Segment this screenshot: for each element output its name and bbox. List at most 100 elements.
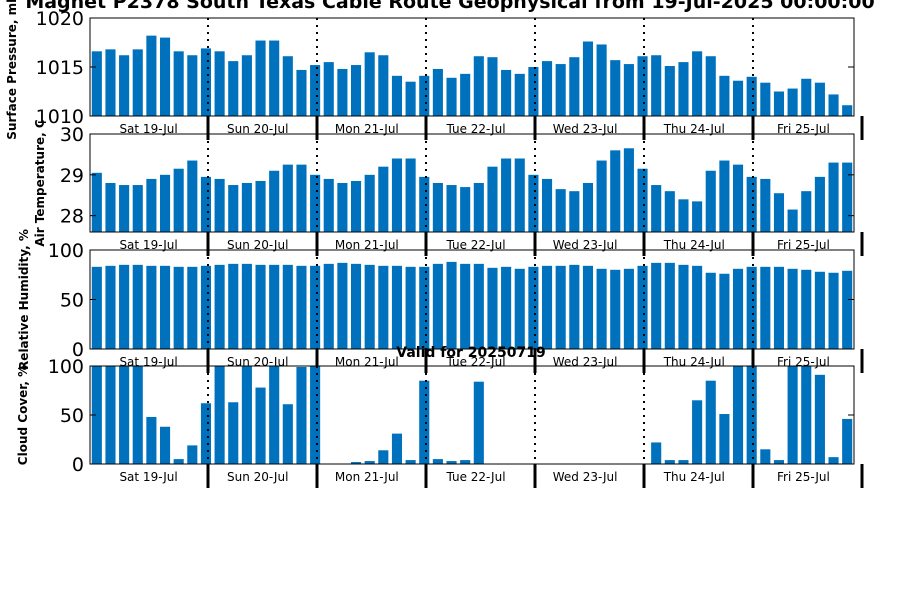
bar (364, 264, 375, 349)
bar (541, 178, 553, 232)
bar (801, 78, 812, 116)
bar (460, 187, 471, 232)
bar (705, 56, 716, 116)
bar (269, 170, 280, 232)
bar (282, 404, 293, 464)
bar (787, 366, 798, 464)
bar (241, 263, 252, 349)
y-tick-label: 1020 (36, 8, 84, 30)
y-tick-label: 1015 (36, 57, 84, 79)
bar (337, 68, 348, 116)
bar (528, 67, 539, 116)
bar (310, 366, 321, 464)
bar (364, 461, 375, 464)
bar (814, 176, 825, 232)
bar (773, 91, 785, 116)
y-tick-label: 1010 (36, 106, 84, 128)
bar (310, 65, 321, 116)
bar (214, 366, 225, 464)
bar (582, 41, 594, 116)
bar (323, 62, 334, 116)
bar (214, 264, 225, 349)
bar (391, 433, 403, 464)
bar (637, 265, 648, 349)
bar (746, 176, 757, 232)
bar (473, 183, 484, 232)
bar (432, 263, 443, 349)
bar (623, 64, 634, 116)
bar (146, 178, 157, 232)
bar (228, 61, 239, 116)
x-tick-label: Tue 22-Jul (445, 470, 505, 484)
x-tick-label: Wed 23-Jul (553, 470, 618, 484)
bar (282, 264, 293, 349)
bar (446, 77, 457, 116)
bar (200, 265, 212, 349)
bar (159, 37, 171, 116)
y-tick-label: 0 (72, 339, 84, 361)
bar (828, 272, 839, 349)
bar (732, 268, 744, 349)
bar (159, 174, 171, 232)
x-tick-label: Mon 21-Jul (335, 122, 399, 136)
chart-subtitle: Valid for 20250719 (396, 345, 546, 361)
bar (732, 80, 744, 116)
bar (405, 81, 416, 116)
bar (350, 65, 362, 116)
bar (828, 162, 839, 232)
bar (651, 55, 662, 116)
bar (187, 160, 198, 232)
bar (828, 94, 839, 116)
bar (159, 265, 171, 349)
bar (569, 57, 580, 116)
x-tick-label: Mon 21-Jul (335, 238, 399, 252)
bar (255, 180, 266, 232)
bar (146, 35, 157, 116)
bar (787, 268, 798, 349)
bar (350, 180, 362, 232)
bar (623, 148, 634, 232)
bar (651, 185, 662, 232)
bar (719, 75, 730, 116)
bar (814, 82, 825, 116)
bar (391, 158, 403, 232)
bar (773, 460, 785, 464)
bar (282, 164, 293, 232)
bar (91, 266, 102, 349)
bar (637, 168, 648, 232)
bar (678, 62, 689, 116)
x-tick-label: Fri 25-Jul (777, 122, 830, 136)
bar (241, 366, 252, 464)
bar (746, 366, 757, 464)
bar (432, 459, 443, 464)
bar (419, 75, 430, 116)
bar (514, 73, 525, 116)
bar (760, 449, 771, 464)
bar (214, 51, 225, 116)
bar (405, 266, 416, 349)
bar (610, 269, 621, 349)
bar (391, 75, 403, 116)
x-tick-label: Thu 24-Jul (663, 238, 725, 252)
bar (255, 387, 266, 464)
bar (692, 201, 703, 232)
bar (228, 185, 239, 232)
bar (487, 267, 498, 349)
bar (814, 271, 825, 349)
x-tick-label: Sun 20-Jul (227, 238, 288, 252)
y-tick-label: 50 (60, 405, 84, 427)
bar (91, 172, 102, 232)
bar (228, 402, 239, 464)
bar (719, 414, 730, 464)
bar (705, 272, 716, 349)
bar (378, 55, 389, 116)
bar (378, 265, 389, 349)
bar (91, 51, 102, 116)
bar (310, 174, 321, 232)
y-tick-label: 100 (48, 240, 84, 262)
bar (323, 263, 334, 349)
bar (705, 170, 716, 232)
bar (514, 268, 525, 349)
bar (487, 166, 498, 232)
